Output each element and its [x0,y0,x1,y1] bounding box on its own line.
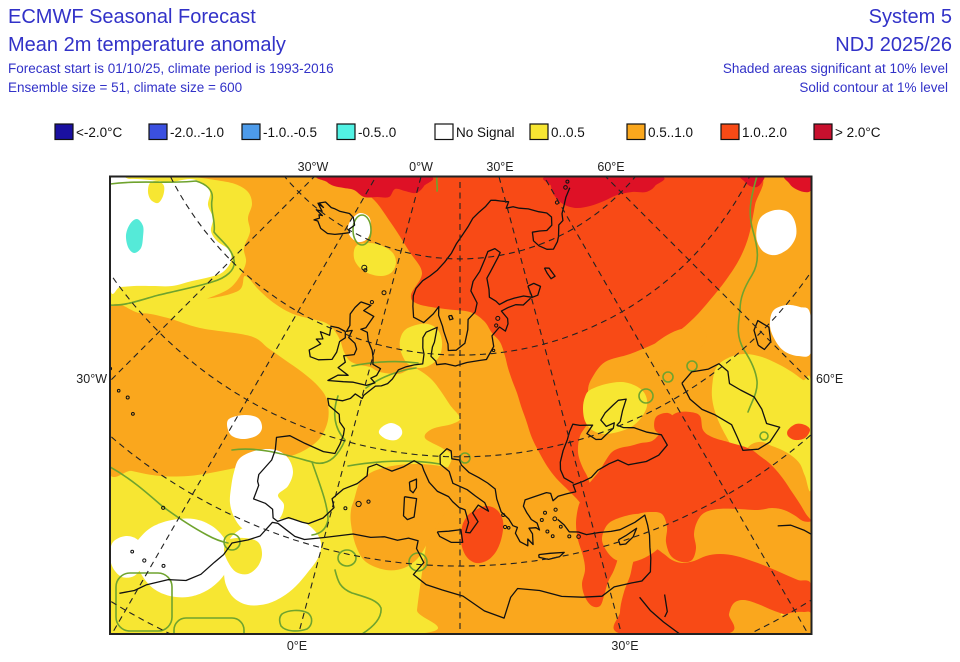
svg-text:Solid contour at 1% level: Solid contour at 1% level [799,80,948,95]
svg-text:60°E: 60°E [816,372,843,386]
svg-text:NDJ 2025/26: NDJ 2025/26 [835,34,952,56]
svg-text:60°E: 60°E [597,160,624,174]
svg-text:0°W: 0°W [409,160,433,174]
svg-text:-2.0..-1.0: -2.0..-1.0 [170,125,224,140]
svg-text:30°E: 30°E [486,160,513,174]
svg-text:<-2.0°C: <-2.0°C [76,125,123,140]
svg-text:Forecast start is 01/10/25, cl: Forecast start is 01/10/25, climate peri… [8,61,334,76]
svg-text:Shaded areas significant at 10: Shaded areas significant at 10% level [723,61,948,76]
svg-text:1.0..2.0: 1.0..2.0 [742,125,787,140]
svg-text:ECMWF Seasonal Forecast: ECMWF Seasonal Forecast [8,6,256,28]
svg-text:> 2.0°C: > 2.0°C [835,125,881,140]
svg-text:Mean 2m temperature anomaly: Mean 2m temperature anomaly [8,34,286,56]
svg-text:0°E: 0°E [287,639,307,653]
svg-text:-1.0..-0.5: -1.0..-0.5 [263,125,317,140]
svg-text:-0.5..0: -0.5..0 [358,125,396,140]
svg-text:System 5: System 5 [869,6,952,28]
svg-text:0.5..1.0: 0.5..1.0 [648,125,693,140]
svg-text:30°W: 30°W [298,160,329,174]
svg-text:30°E: 30°E [611,639,638,653]
svg-text:0..0.5: 0..0.5 [551,125,585,140]
svg-text:30°W: 30°W [76,372,107,386]
svg-text:Ensemble size = 51, climate si: Ensemble size = 51, climate size = 600 [8,80,242,95]
svg-text:No Signal: No Signal [456,125,515,140]
